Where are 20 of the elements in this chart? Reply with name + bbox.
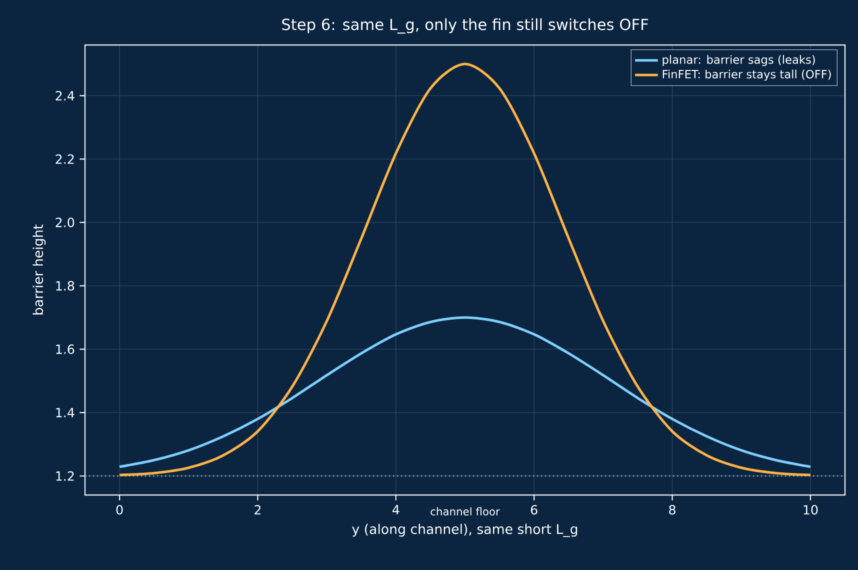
y-axis-title: barrier height <box>32 224 46 315</box>
x-tick-label: 10 <box>804 505 818 515</box>
y-tick-label: 1.6 <box>56 344 74 354</box>
ref-line-label: channel floor <box>430 507 500 516</box>
chart-title: Step 6: same L_g, only the fin still switches OFF <box>282 18 648 34</box>
x-tick-label: 2 <box>254 505 260 514</box>
y-tick-label: 2.2 <box>56 154 74 164</box>
line-series <box>118 316 812 468</box>
x-tick-label: 4 <box>392 505 400 514</box>
legend-label: planar: barrier sags (leaks) <box>662 55 815 66</box>
y-tick-label: 1.4 <box>56 408 74 418</box>
y-tick-label: 2.0 <box>56 218 74 228</box>
x-tick-label: 8 <box>669 505 676 515</box>
x-axis-title: y (along channel), same short L_g <box>352 524 578 538</box>
y-tick-label: 2.4 <box>56 90 74 100</box>
legend-label: FinFET: barrier stays tall (OFF) <box>662 70 831 81</box>
x-tick-label: 0 <box>116 505 123 515</box>
y-tick-label: 1.2 <box>56 471 74 481</box>
x-tick-label: 6 <box>530 505 538 515</box>
y-tick-label: 1.8 <box>56 281 74 291</box>
